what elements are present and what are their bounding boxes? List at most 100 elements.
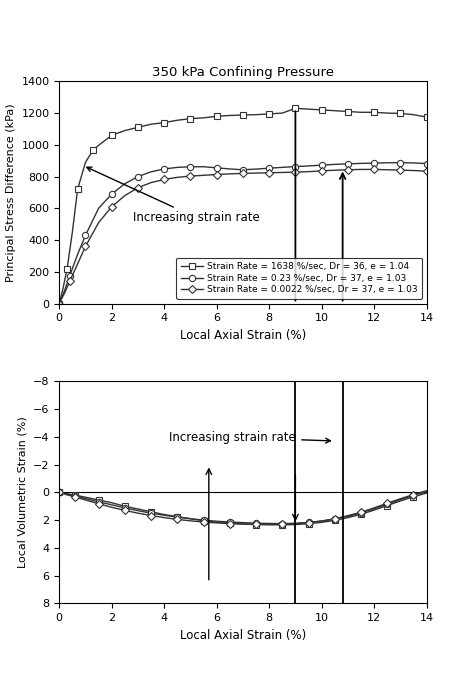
Strain Rate = 0.23 %/sec, Dr = 37, e = 1.03 <box>96 204 101 212</box>
Strain Rate = 1638 %/sec, Dr = 36, e = 1.04 <box>201 114 206 122</box>
Strain Rate = 0.23 %/sec, Dr = 37, e = 1.03 <box>424 159 429 167</box>
Strain Rate = 0.23 %/sec, Dr = 37, e = 1.03 <box>56 300 62 308</box>
Strain Rate = 1638 %/sec, Dr = 36, e = 1.04 <box>240 111 246 119</box>
Strain Rate = 0.0022 %/sec, Dr = 37, e = 1.03 <box>188 172 193 180</box>
Strain Rate = 0.23 %/sec, Dr = 37, e = 1.03 <box>240 165 246 174</box>
Strain Rate = 0.23 %/sec, Dr = 37, e = 1.03 <box>227 165 233 173</box>
Strain Rate = 0.23 %/sec, Dr = 37, e = 1.03 <box>109 190 115 198</box>
Strain Rate = 1638 %/sec, Dr = 36, e = 1.04 <box>358 108 364 117</box>
Y-axis label: Local Volumetric Strain (%): Local Volumetric Strain (%) <box>18 416 27 568</box>
Strain Rate = 0.0022 %/sec, Dr = 37, e = 1.03 <box>148 178 154 186</box>
Strain Rate = 0.23 %/sec, Dr = 37, e = 1.03 <box>62 287 67 295</box>
Strain Rate = 0.23 %/sec, Dr = 37, e = 1.03 <box>67 272 73 280</box>
Strain Rate = 0.23 %/sec, Dr = 37, e = 1.03 <box>358 159 364 167</box>
Strain Rate = 1638 %/sec, Dr = 36, e = 1.04 <box>410 111 416 119</box>
Strain Rate = 0.0022 %/sec, Dr = 37, e = 1.03 <box>161 176 167 184</box>
Strain Rate = 1638 %/sec, Dr = 36, e = 1.04 <box>70 228 75 236</box>
Strain Rate = 0.0022 %/sec, Dr = 37, e = 1.03 <box>266 169 272 177</box>
Strain Rate = 0.23 %/sec, Dr = 37, e = 1.03 <box>174 163 180 172</box>
Strain Rate = 0.0022 %/sec, Dr = 37, e = 1.03 <box>135 184 141 192</box>
Strain Rate = 0.23 %/sec, Dr = 37, e = 1.03 <box>161 165 167 173</box>
Strain Rate = 1638 %/sec, Dr = 36, e = 1.04 <box>174 116 180 124</box>
Strain Rate = 0.0022 %/sec, Dr = 37, e = 1.03 <box>174 174 180 182</box>
Strain Rate = 0.0022 %/sec, Dr = 37, e = 1.03 <box>122 192 128 200</box>
Strain Rate = 1638 %/sec, Dr = 36, e = 1.04 <box>253 111 259 119</box>
Strain Rate = 0.0022 %/sec, Dr = 37, e = 1.03 <box>424 167 429 175</box>
Strain Rate = 0.0022 %/sec, Dr = 37, e = 1.03 <box>214 170 219 178</box>
Strain Rate = 0.0022 %/sec, Dr = 37, e = 1.03 <box>332 166 337 174</box>
Strain Rate = 0.0022 %/sec, Dr = 37, e = 1.03 <box>292 168 298 176</box>
Strain Rate = 1638 %/sec, Dr = 36, e = 1.04 <box>332 106 337 115</box>
Strain Rate = 1638 %/sec, Dr = 36, e = 1.04 <box>135 123 141 132</box>
Strain Rate = 1638 %/sec, Dr = 36, e = 1.04 <box>161 119 167 127</box>
Strain Rate = 1638 %/sec, Dr = 36, e = 1.04 <box>280 109 285 117</box>
Strain Rate = 0.0022 %/sec, Dr = 37, e = 1.03 <box>67 277 73 285</box>
Strain Rate = 0.23 %/sec, Dr = 37, e = 1.03 <box>371 159 377 167</box>
Strain Rate = 0.0022 %/sec, Dr = 37, e = 1.03 <box>306 167 311 176</box>
Strain Rate = 1638 %/sec, Dr = 36, e = 1.04 <box>56 300 62 308</box>
Strain Rate = 1638 %/sec, Dr = 36, e = 1.04 <box>292 104 298 113</box>
Strain Rate = 0.23 %/sec, Dr = 37, e = 1.03 <box>82 231 88 239</box>
Strain Rate = 0.0022 %/sec, Dr = 37, e = 1.03 <box>398 166 403 174</box>
Strain Rate = 0.23 %/sec, Dr = 37, e = 1.03 <box>188 163 193 171</box>
Legend: Strain Rate = 1638 %/sec, Dr = 36, e = 1.04, Strain Rate = 0.23 %/sec, Dr = 37, : Strain Rate = 1638 %/sec, Dr = 36, e = 1… <box>176 258 422 299</box>
Strain Rate = 0.0022 %/sec, Dr = 37, e = 1.03 <box>201 172 206 180</box>
Strain Rate = 1638 %/sec, Dr = 36, e = 1.04 <box>345 107 351 115</box>
Strain Rate = 0.23 %/sec, Dr = 37, e = 1.03 <box>398 159 403 167</box>
Line: Strain Rate = 1638 %/sec, Dr = 36, e = 1.04: Strain Rate = 1638 %/sec, Dr = 36, e = 1… <box>56 105 430 306</box>
Y-axis label: Principal Stress Difference (kPa): Principal Stress Difference (kPa) <box>6 103 16 282</box>
Strain Rate = 0.23 %/sec, Dr = 37, e = 1.03 <box>319 161 325 170</box>
Strain Rate = 0.0022 %/sec, Dr = 37, e = 1.03 <box>253 169 259 177</box>
Strain Rate = 0.0022 %/sec, Dr = 37, e = 1.03 <box>56 300 62 308</box>
Strain Rate = 1638 %/sec, Dr = 36, e = 1.04 <box>109 132 115 140</box>
Strain Rate = 1638 %/sec, Dr = 36, e = 1.04 <box>99 139 104 147</box>
Strain Rate = 0.0022 %/sec, Dr = 37, e = 1.03 <box>280 168 285 176</box>
Text: Increasing strain rate: Increasing strain rate <box>87 167 259 224</box>
Strain Rate = 0.0022 %/sec, Dr = 37, e = 1.03 <box>240 170 246 178</box>
Strain Rate = 0.23 %/sec, Dr = 37, e = 1.03 <box>214 164 219 172</box>
Strain Rate = 0.0022 %/sec, Dr = 37, e = 1.03 <box>319 167 325 175</box>
Strain Rate = 0.0022 %/sec, Dr = 37, e = 1.03 <box>62 289 67 297</box>
Strain Rate = 0.23 %/sec, Dr = 37, e = 1.03 <box>292 163 298 171</box>
Title: 350 kPa Confining Pressure: 350 kPa Confining Pressure <box>152 66 334 79</box>
Strain Rate = 1638 %/sec, Dr = 36, e = 1.04 <box>148 120 154 128</box>
Strain Rate = 0.23 %/sec, Dr = 37, e = 1.03 <box>135 172 141 180</box>
Strain Rate = 1638 %/sec, Dr = 36, e = 1.04 <box>424 113 429 121</box>
Strain Rate = 0.0022 %/sec, Dr = 37, e = 1.03 <box>384 165 390 174</box>
Strain Rate = 0.0022 %/sec, Dr = 37, e = 1.03 <box>109 203 115 211</box>
Strain Rate = 1638 %/sec, Dr = 36, e = 1.04 <box>60 283 66 292</box>
Strain Rate = 0.23 %/sec, Dr = 37, e = 1.03 <box>266 164 272 172</box>
Strain Rate = 0.23 %/sec, Dr = 37, e = 1.03 <box>384 159 390 167</box>
Strain Rate = 1638 %/sec, Dr = 36, e = 1.04 <box>64 264 70 273</box>
X-axis label: Local Axial Strain (%): Local Axial Strain (%) <box>180 329 306 342</box>
Strain Rate = 0.23 %/sec, Dr = 37, e = 1.03 <box>148 167 154 176</box>
Strain Rate = 0.23 %/sec, Dr = 37, e = 1.03 <box>122 180 128 188</box>
Strain Rate = 0.0022 %/sec, Dr = 37, e = 1.03 <box>371 165 377 174</box>
Strain Rate = 0.0022 %/sec, Dr = 37, e = 1.03 <box>75 260 81 268</box>
Text: Increasing strain rate: Increasing strain rate <box>169 431 330 444</box>
Strain Rate = 0.0022 %/sec, Dr = 37, e = 1.03 <box>82 242 88 250</box>
Strain Rate = 0.23 %/sec, Dr = 37, e = 1.03 <box>306 162 311 170</box>
Strain Rate = 1638 %/sec, Dr = 36, e = 1.04 <box>75 185 81 193</box>
Strain Rate = 0.23 %/sec, Dr = 37, e = 1.03 <box>345 160 351 168</box>
Strain Rate = 0.0022 %/sec, Dr = 37, e = 1.03 <box>227 170 233 178</box>
Strain Rate = 0.23 %/sec, Dr = 37, e = 1.03 <box>201 163 206 171</box>
Strain Rate = 1638 %/sec, Dr = 36, e = 1.04 <box>266 110 272 118</box>
Strain Rate = 1638 %/sec, Dr = 36, e = 1.04 <box>91 146 96 154</box>
Strain Rate = 1638 %/sec, Dr = 36, e = 1.04 <box>188 115 193 123</box>
Strain Rate = 0.23 %/sec, Dr = 37, e = 1.03 <box>253 165 259 173</box>
Strain Rate = 0.0022 %/sec, Dr = 37, e = 1.03 <box>345 165 351 174</box>
Strain Rate = 0.0022 %/sec, Dr = 37, e = 1.03 <box>410 167 416 175</box>
X-axis label: Local Axial Strain (%): Local Axial Strain (%) <box>180 629 306 641</box>
Strain Rate = 0.0022 %/sec, Dr = 37, e = 1.03 <box>96 218 101 226</box>
Strain Rate = 0.23 %/sec, Dr = 37, e = 1.03 <box>410 159 416 167</box>
Strain Rate = 0.23 %/sec, Dr = 37, e = 1.03 <box>75 250 81 258</box>
Strain Rate = 1638 %/sec, Dr = 36, e = 1.04 <box>306 105 311 113</box>
Strain Rate = 0.23 %/sec, Dr = 37, e = 1.03 <box>280 163 285 172</box>
Strain Rate = 1638 %/sec, Dr = 36, e = 1.04 <box>214 112 219 120</box>
Strain Rate = 0.23 %/sec, Dr = 37, e = 1.03 <box>332 160 337 168</box>
Strain Rate = 0.0022 %/sec, Dr = 37, e = 1.03 <box>358 165 364 174</box>
Strain Rate = 1638 %/sec, Dr = 36, e = 1.04 <box>227 111 233 119</box>
Strain Rate = 1638 %/sec, Dr = 36, e = 1.04 <box>398 109 403 117</box>
Strain Rate = 1638 %/sec, Dr = 36, e = 1.04 <box>122 127 128 135</box>
